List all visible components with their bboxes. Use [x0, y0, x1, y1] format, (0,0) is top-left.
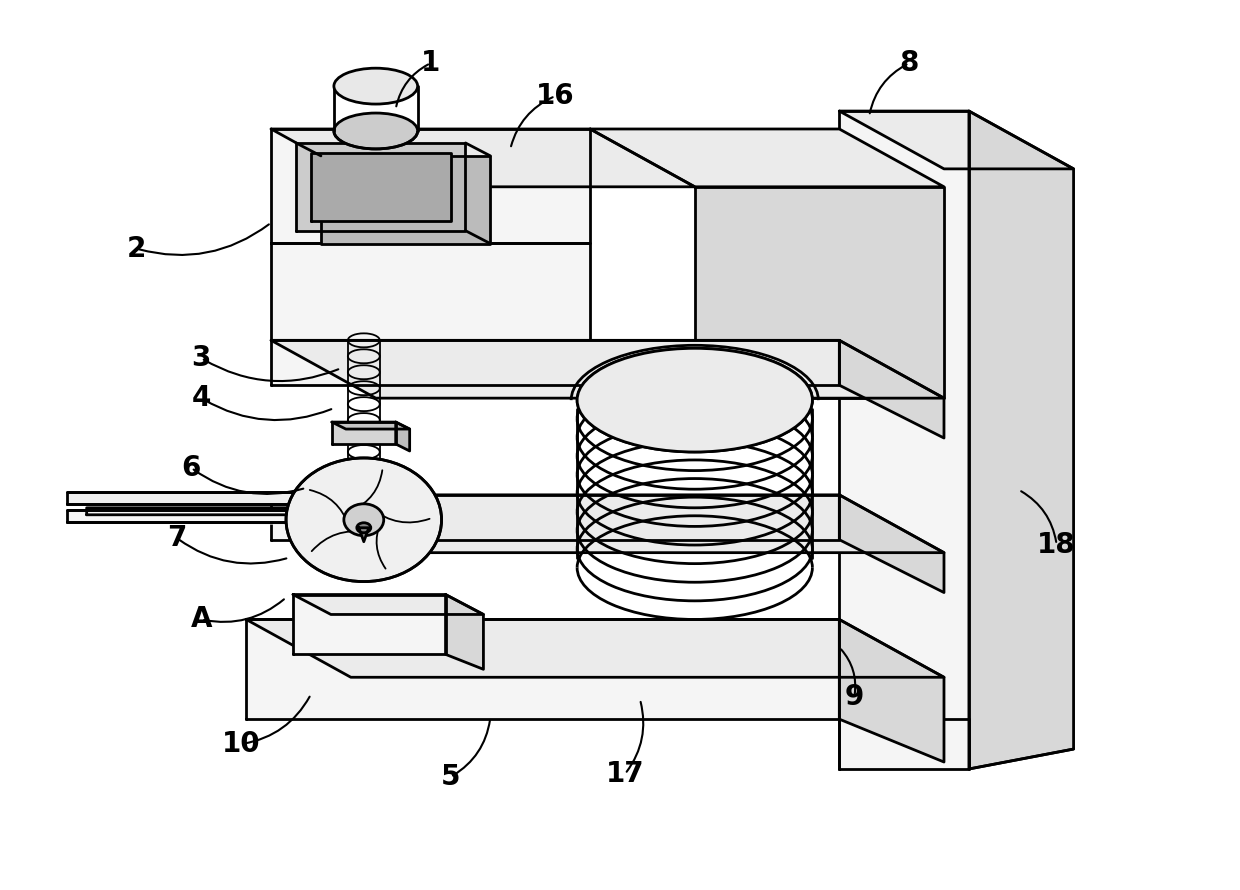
Polygon shape: [296, 143, 465, 231]
Polygon shape: [293, 595, 445, 654]
Polygon shape: [272, 243, 590, 340]
Polygon shape: [590, 129, 944, 187]
Text: 1: 1: [420, 49, 440, 77]
Polygon shape: [321, 156, 490, 244]
Text: 7: 7: [166, 523, 186, 552]
Text: 5: 5: [440, 763, 460, 791]
Ellipse shape: [286, 458, 441, 581]
Ellipse shape: [577, 348, 812, 452]
Text: 2: 2: [126, 235, 146, 263]
Polygon shape: [293, 595, 484, 614]
Ellipse shape: [334, 113, 418, 149]
Polygon shape: [272, 495, 944, 553]
Polygon shape: [272, 495, 839, 539]
Polygon shape: [694, 187, 944, 398]
Text: 6: 6: [181, 454, 201, 481]
Polygon shape: [247, 619, 944, 677]
Ellipse shape: [343, 504, 383, 536]
Polygon shape: [445, 595, 484, 669]
Polygon shape: [968, 111, 1074, 769]
Polygon shape: [87, 508, 386, 514]
Polygon shape: [272, 340, 839, 385]
Text: 17: 17: [605, 760, 645, 788]
Polygon shape: [839, 111, 1074, 169]
Text: 9: 9: [844, 684, 864, 711]
Polygon shape: [839, 340, 944, 438]
Text: 4: 4: [192, 384, 211, 412]
Ellipse shape: [334, 69, 418, 104]
Ellipse shape: [357, 522, 371, 533]
Polygon shape: [358, 528, 368, 542]
Text: 16: 16: [536, 82, 574, 110]
Text: 3: 3: [192, 344, 211, 372]
Polygon shape: [839, 495, 944, 593]
Polygon shape: [272, 129, 694, 187]
Text: 8: 8: [899, 49, 919, 77]
Polygon shape: [67, 510, 401, 522]
Polygon shape: [839, 619, 944, 762]
Polygon shape: [839, 111, 968, 769]
Text: A: A: [191, 605, 212, 634]
Polygon shape: [272, 340, 944, 398]
Polygon shape: [396, 422, 409, 451]
Text: 10: 10: [222, 730, 260, 758]
Polygon shape: [332, 422, 409, 429]
Polygon shape: [272, 129, 590, 243]
Text: 18: 18: [1038, 530, 1076, 559]
Polygon shape: [311, 153, 450, 221]
Polygon shape: [247, 619, 839, 719]
Polygon shape: [67, 492, 401, 504]
Polygon shape: [87, 520, 409, 526]
Polygon shape: [332, 422, 396, 444]
